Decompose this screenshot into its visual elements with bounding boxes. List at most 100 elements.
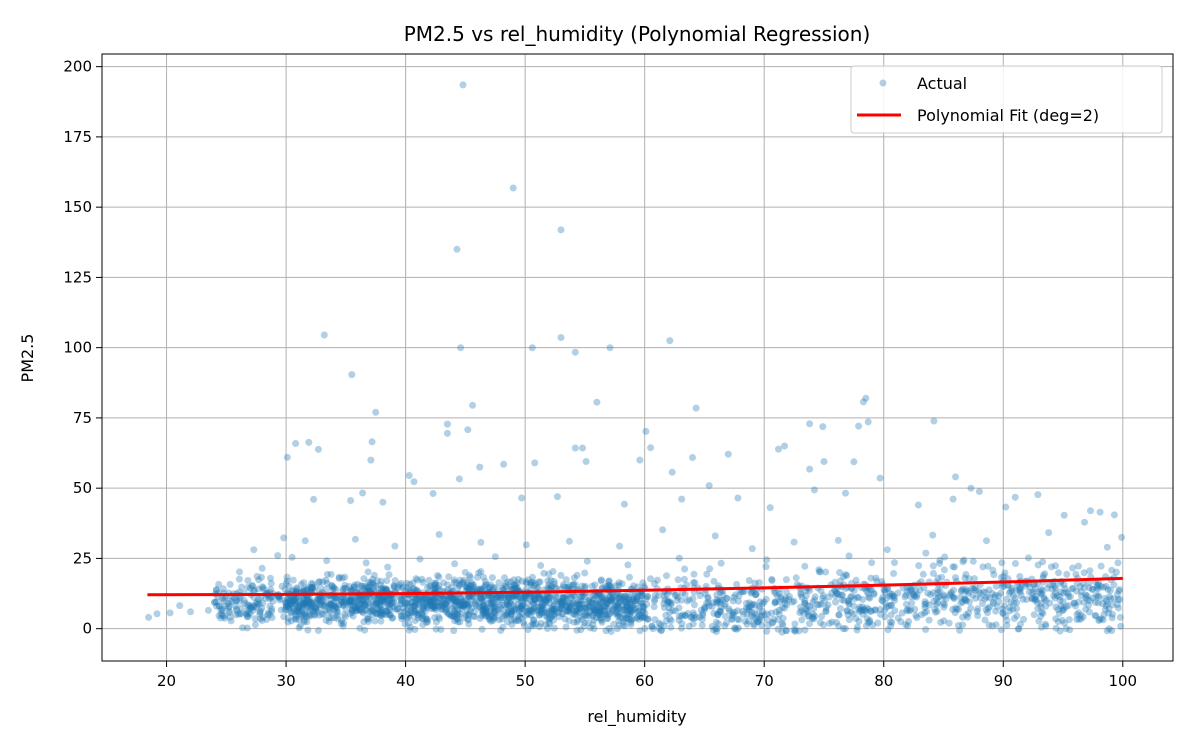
scatter-point	[863, 604, 871, 612]
scatter-point	[585, 619, 592, 627]
scatter-point	[547, 604, 555, 612]
scatter-point	[276, 596, 284, 604]
scatter-point	[362, 601, 370, 609]
scatter-point	[322, 576, 330, 584]
scatter-point	[491, 604, 499, 611]
scatter-point	[772, 598, 780, 606]
scatter-point	[1007, 588, 1014, 596]
scatter-point	[319, 601, 327, 609]
scatter-point	[514, 611, 522, 619]
scatter-point	[1083, 592, 1091, 600]
scatter-point	[731, 625, 739, 633]
x-tick-label: 20	[157, 672, 176, 690]
scatter-point	[527, 593, 535, 600]
scatter-point	[377, 608, 385, 616]
scatter-point	[808, 614, 816, 622]
scatter-point	[810, 486, 818, 494]
scatter-point	[863, 587, 871, 595]
scatter-point	[809, 610, 817, 618]
scatter-point	[299, 599, 307, 607]
scatter-point	[635, 612, 643, 619]
scatter-point	[1034, 605, 1042, 613]
scatter-point	[511, 605, 519, 613]
scatter-point	[400, 613, 408, 621]
scatter-point	[1025, 588, 1033, 596]
scatter-point	[295, 604, 302, 612]
scatter-point	[390, 582, 398, 590]
scatter-point	[984, 562, 992, 570]
scatter-point	[411, 602, 419, 609]
scatter-point	[888, 619, 896, 626]
scatter-point	[501, 594, 509, 602]
scatter-point	[264, 611, 272, 619]
scatter-point	[870, 589, 878, 597]
scatter-point	[1108, 614, 1116, 622]
scatter-point	[524, 576, 532, 584]
scatter-point	[992, 621, 1000, 629]
scatter-point	[292, 612, 300, 620]
scatter-point	[553, 493, 561, 501]
scatter-point	[291, 600, 299, 608]
scatter-point	[445, 610, 453, 618]
scatter-point	[364, 568, 372, 576]
scatter-point	[579, 600, 587, 608]
scatter-point	[622, 598, 630, 606]
scatter-point	[267, 574, 274, 582]
scatter-point	[376, 594, 384, 602]
scatter-point	[530, 596, 537, 604]
scatter-point	[460, 576, 468, 584]
scatter-point	[997, 573, 1005, 581]
scatter-point	[725, 607, 733, 615]
scatter-point	[782, 576, 790, 584]
scatter-point	[912, 611, 920, 619]
scatter-point	[748, 601, 756, 609]
scatter-point	[934, 593, 942, 601]
scatter-point	[357, 600, 365, 608]
scatter-point	[993, 603, 1001, 611]
scatter-point	[300, 618, 308, 626]
scatter-point	[556, 605, 564, 612]
scatter-point	[633, 594, 641, 602]
scatter-point	[714, 599, 721, 607]
scatter-point	[817, 600, 825, 608]
scatter-point	[751, 591, 759, 599]
scatter-point	[748, 608, 756, 616]
scatter-point	[327, 600, 335, 608]
scatter-point	[431, 602, 439, 610]
scatter-point	[548, 608, 556, 616]
scatter-point	[775, 606, 783, 614]
scatter-point	[265, 595, 273, 603]
scatter-point	[391, 594, 399, 602]
scatter-point	[951, 609, 959, 617]
scatter-point	[606, 592, 614, 600]
scatter-point	[801, 599, 809, 607]
scatter-point	[438, 603, 446, 610]
scatter-point	[929, 562, 937, 570]
scatter-point	[431, 604, 439, 612]
scatter-point	[502, 580, 509, 588]
scatter-point	[859, 610, 867, 618]
scatter-point	[1065, 593, 1073, 601]
scatter-point	[266, 602, 274, 610]
scatter-point	[982, 606, 990, 614]
scatter-point	[855, 422, 863, 430]
scatter-point	[481, 607, 489, 615]
scatter-point	[501, 574, 508, 582]
scatter-point	[689, 595, 697, 603]
scatter-point	[442, 599, 450, 607]
scatter-point	[284, 598, 292, 606]
scatter-point	[568, 593, 576, 601]
scatter-point	[459, 81, 467, 89]
scatter-point	[779, 621, 787, 629]
scatter-point	[307, 604, 315, 612]
scatter-point	[247, 603, 255, 611]
scatter-point	[432, 579, 440, 587]
scatter-point	[293, 607, 301, 615]
scatter-point	[640, 613, 648, 621]
scatter-point	[647, 444, 655, 452]
scatter-point	[360, 584, 368, 592]
scatter-point	[566, 594, 574, 602]
scatter-point	[384, 563, 392, 571]
scatter-point	[240, 597, 248, 604]
scatter-point	[481, 582, 489, 589]
